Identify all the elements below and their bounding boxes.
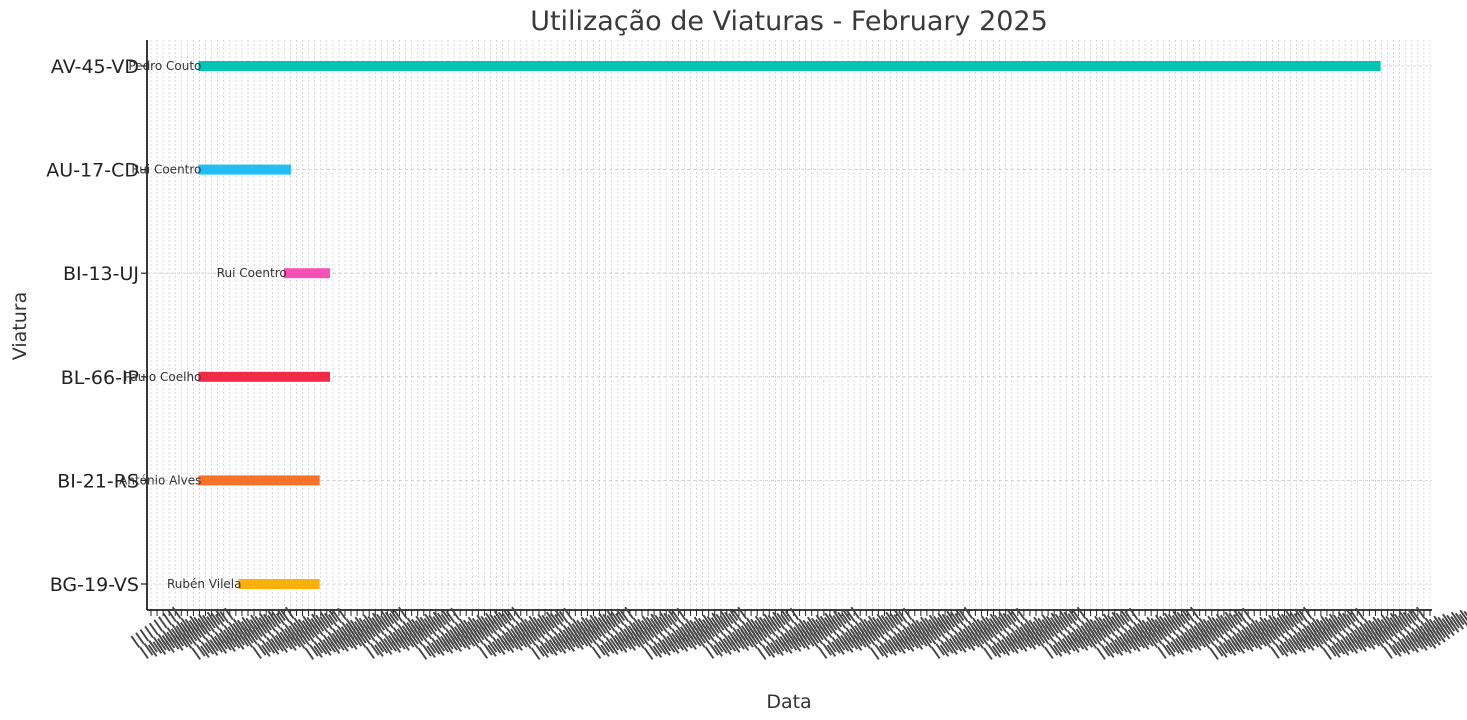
y-axis-label: Viatura [9,292,31,360]
gantt-bar [198,164,291,175]
gantt-bar [238,579,320,589]
x-tick-marks [150,610,1431,616]
chart-title: Utilização de Viaturas - February 2025 [530,6,1048,37]
y-tick-label: BL-66-IP [61,367,139,389]
bar-driver-label: Paulo Coelho [124,370,202,384]
y-tick-labels: AV-45-VD AU-17-CD BI-13-UJ BL-66-IP BI-21-RS… [46,56,139,596]
y-tick-label: AV-45-VD [51,56,139,78]
x-tick-labels: IIIIIIIIIIIIIIIIIIIIIIIIIIIIIIIIIIIIIIII… [127,603,1467,665]
bar-driver-label: Rui Coentro [131,163,201,177]
bar-driver-labels: Pedro Couto Rui Coentro Rui Coentro Paulo C… [119,59,287,591]
gantt-bar [198,475,320,486]
bar-driver-label: Rubén Vilela [167,577,242,591]
bar-driver-label: Rui Coentro [217,266,287,280]
bar-driver-label: Pedro Couto [128,59,201,73]
gantt-bar [198,371,330,382]
y-tick-label: BI-13-UJ [63,263,139,285]
gantt-bar [283,268,330,279]
bars-layer [198,61,1381,589]
x-axis-label: Data [766,691,811,713]
axes [141,40,1432,611]
gantt-bar [198,61,1381,71]
y-tick-label: AU-17-CD [46,160,139,182]
y-tick-label: BG-19-VS [50,574,139,596]
y-tick-label: BI-21-RS [57,470,139,492]
grid-lines [147,40,1432,610]
bar-driver-label: António Alves [119,473,201,487]
